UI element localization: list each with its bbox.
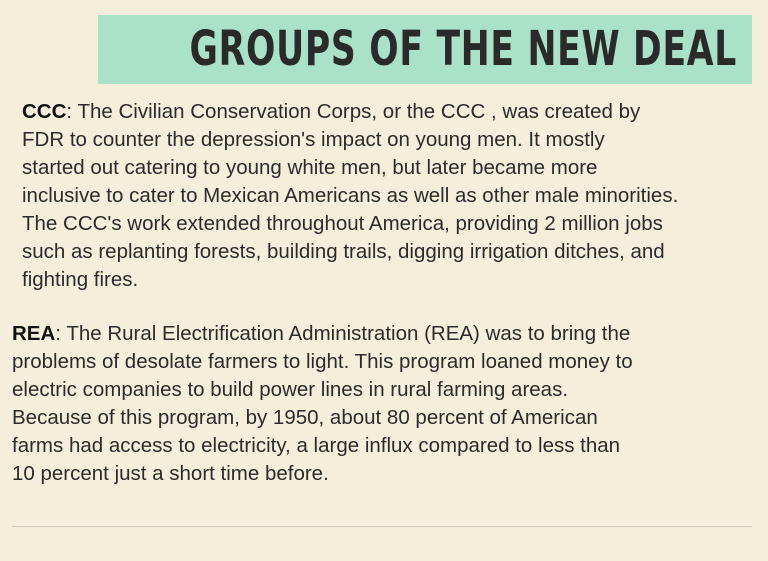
- title: GROUPS OF THE NEW DEAL: [189, 21, 737, 77]
- text-line: The CCC's work extended throughout Ameri…: [22, 210, 678, 238]
- text: started out catering to young white men,…: [22, 156, 598, 179]
- divider: [12, 526, 752, 527]
- text-line: such as replanting forests, building tra…: [22, 238, 678, 266]
- title-banner: GROUPS OF THE NEW DEAL: [98, 15, 752, 84]
- section: REA: The Rural Electrification Administr…: [12, 320, 633, 488]
- text-line: Because of this program, by 1950, about …: [12, 404, 633, 432]
- text-line: FDR to counter the depression's impact o…: [22, 126, 678, 154]
- text: problems of desolate farmers to light. T…: [12, 350, 633, 373]
- text: Because of this program, by 1950, about …: [12, 406, 598, 429]
- text-line: fighting fires.: [22, 266, 678, 294]
- text-line: farms had access to electricity, a large…: [12, 432, 633, 460]
- text-line: electric companies to build power lines …: [12, 376, 633, 404]
- text: fighting fires.: [22, 268, 139, 291]
- term: CCC: [22, 100, 67, 123]
- text-line: problems of desolate farmers to light. T…: [12, 348, 633, 376]
- text: electric companies to build power lines …: [12, 378, 569, 401]
- text: : The Rural Electrification Administrati…: [55, 322, 631, 345]
- text-line: REA: The Rural Electrification Administr…: [12, 320, 633, 348]
- text: The CCC's work extended throughout Ameri…: [22, 212, 663, 235]
- text: such as replanting forests, building tra…: [22, 240, 665, 263]
- text-line: CCC: The Civilian Conservation Corps, or…: [22, 98, 678, 126]
- text: FDR to counter the depression's impact o…: [22, 128, 605, 151]
- text-line: started out catering to young white men,…: [22, 154, 678, 182]
- text-line: inclusive to cater to Mexican Americans …: [22, 182, 678, 210]
- text: inclusive to cater to Mexican Americans …: [22, 184, 679, 207]
- text: 10 percent just a short time before.: [12, 462, 329, 485]
- text: : The Civilian Conservation Corps, or th…: [66, 100, 641, 123]
- text: farms had access to electricity, a large…: [12, 434, 621, 457]
- section: CCC: The Civilian Conservation Corps, or…: [22, 98, 678, 294]
- term: REA: [12, 322, 56, 345]
- text-line: 10 percent just a short time before.: [12, 460, 633, 488]
